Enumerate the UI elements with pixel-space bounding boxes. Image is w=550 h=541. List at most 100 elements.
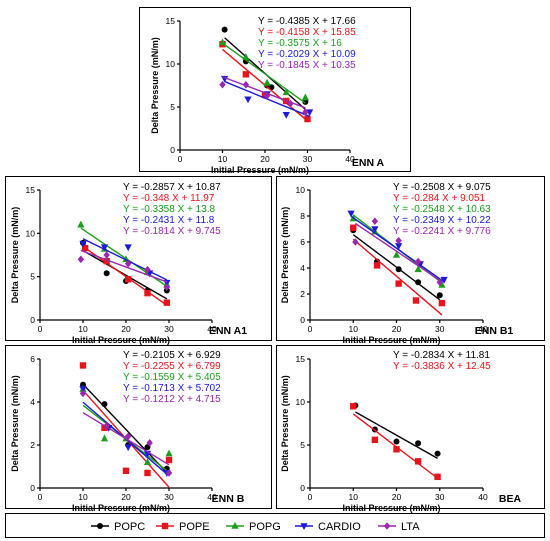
- data-point-lta: [124, 432, 132, 441]
- data-point-lta: [414, 257, 422, 266]
- series-lta: [219, 76, 309, 116]
- equation-popg: Y = -0.3358 X + 13.8: [123, 204, 216, 215]
- data-point-lta: [79, 389, 87, 398]
- data-point-popg: [77, 220, 85, 228]
- data-point-cardio: [124, 244, 132, 252]
- data-point-lta: [302, 108, 309, 116]
- data-point-cardio: [395, 243, 403, 250]
- legend-label: POPC: [114, 521, 145, 533]
- series-pope: [350, 403, 441, 481]
- panel-title: ENN A1: [209, 325, 247, 337]
- equation-pope: Y = -0.4158 X + 15.85: [258, 27, 356, 38]
- regression-line-pope: [352, 238, 443, 316]
- y-tick-label: 10: [296, 185, 306, 195]
- x-tick-label: 30: [303, 154, 313, 164]
- equation-lta: Y = -0.1814 X + 9.745: [123, 226, 221, 237]
- data-point-popg: [165, 449, 173, 457]
- data-point-lta: [219, 80, 226, 89]
- data-point-pope: [101, 424, 108, 431]
- legend-marker-popc: [97, 523, 103, 529]
- panel-frame-enn-b: [5, 345, 272, 509]
- x-tick-label: 40: [207, 492, 217, 502]
- x-tick-label: 20: [392, 324, 402, 334]
- regression-line-popc: [355, 411, 438, 459]
- data-point-pope: [242, 71, 250, 78]
- y-tick-label: 5: [30, 272, 35, 282]
- legend-item-cardio: CARDIO: [295, 521, 361, 533]
- equation-popg: Y = -0.1559 X + 5.405: [123, 372, 221, 383]
- data-point-lta: [287, 99, 294, 108]
- x-tick-label: 0: [308, 492, 313, 502]
- legend: POPC POPE POPG CARDIO LTA: [91, 521, 420, 533]
- x-tick-label: 0: [308, 324, 313, 334]
- x-axis-label: Initial Pressure (mN/m): [72, 503, 170, 513]
- y-tick-label: 4: [30, 397, 35, 407]
- data-point-pope: [124, 276, 132, 283]
- regression-line-popg: [222, 42, 306, 104]
- data-point-lta: [395, 236, 402, 245]
- data-point-popg: [438, 280, 446, 288]
- data-point-popg: [143, 458, 152, 465]
- x-axis-label: Initial Pressure (mN/m): [72, 335, 170, 345]
- panel-enn-b: 0 10 20 30 40 0 2 4 6 Initial Pressure (mN/m) Delt…: [10, 350, 245, 513]
- panel-frame-enn-b1: [276, 176, 545, 341]
- data-point-pope: [122, 467, 130, 474]
- data-point-cardio: [306, 109, 314, 117]
- y-tick-label: 10: [166, 59, 176, 69]
- equation-cardio: Y = -0.2029 X + 10.09: [258, 49, 356, 60]
- data-point-lta: [144, 265, 151, 274]
- equation-popc: Y = -0.2508 X + 9.075: [393, 182, 491, 193]
- y-axis-label: Delta Pressure (mN/m): [280, 375, 290, 472]
- data-point-lta: [163, 283, 171, 291]
- y-tick-label: 0: [30, 315, 35, 325]
- legend-marker-cardio: [300, 523, 308, 530]
- equation-pope: Y = -0.2255 X + 6.799: [123, 361, 221, 372]
- panel-frame-bea: [276, 345, 545, 509]
- data-point-lta: [77, 255, 85, 264]
- legend-item-lta: LTA: [378, 521, 420, 533]
- equation-popg: Y = -0.3575 X + 16: [258, 38, 342, 49]
- data-point-lta: [146, 439, 153, 447]
- regression-line-popc: [82, 383, 168, 474]
- x-tick-label: 40: [207, 324, 217, 334]
- y-tick-label: 8: [300, 211, 305, 221]
- data-point-popg: [414, 265, 422, 273]
- data-point-popg: [263, 78, 271, 86]
- data-point-popc: [415, 440, 422, 447]
- legend-item-pope: POPE: [156, 521, 210, 533]
- data-point-pope: [373, 262, 381, 269]
- data-point-pope: [371, 436, 379, 444]
- regression-line-lta: [355, 222, 441, 281]
- data-point-popc: [221, 26, 228, 33]
- data-point-pope: [350, 403, 357, 410]
- legend-label: LTA: [401, 521, 420, 533]
- equation-cardio: Y = -0.1713 X + 5.702: [123, 383, 221, 394]
- data-point-cardio: [244, 96, 252, 104]
- data-point-popc: [393, 438, 400, 445]
- regression-line-cardio: [82, 238, 168, 281]
- equation-popc: Y = -0.2834 X + 11.81: [393, 350, 490, 361]
- x-tick-label: 10: [78, 324, 88, 334]
- data-point-lta: [436, 278, 443, 287]
- regression-line-cardio: [350, 215, 445, 283]
- data-point-popg: [218, 38, 227, 46]
- y-tick-label: 6: [30, 354, 35, 364]
- x-tick-label: 0: [38, 324, 43, 334]
- data-point-pope: [81, 244, 89, 252]
- y-tick-label: 0: [170, 145, 175, 155]
- panel-bea: 0 10 20 30 40 0 5 10 15 Initial Pressure (mN/m) De…: [280, 350, 522, 513]
- legend-label: POPE: [179, 521, 210, 533]
- x-tick-label: 10: [218, 154, 228, 164]
- data-point-cardio: [440, 276, 448, 284]
- data-point-lta: [352, 238, 359, 246]
- x-tick-label: 40: [345, 154, 355, 164]
- data-point-pope: [144, 289, 151, 297]
- panel-title: ENN B: [212, 493, 245, 505]
- data-point-pope: [434, 473, 441, 481]
- panel-frame-enn-a: [139, 7, 411, 172]
- y-tick-label: 2: [300, 289, 305, 299]
- legend-marker-pope: [161, 522, 169, 530]
- x-tick-label: 0: [178, 154, 183, 164]
- panel-enn-a1: 0 10 20 30 40 0 5 10 15 Initial Pressure (mN/m) De…: [10, 182, 247, 345]
